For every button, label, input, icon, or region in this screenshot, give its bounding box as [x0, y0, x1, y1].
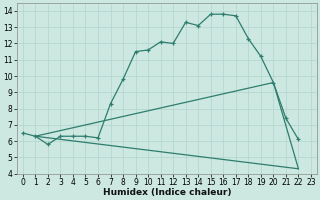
X-axis label: Humidex (Indice chaleur): Humidex (Indice chaleur) [103, 188, 231, 197]
